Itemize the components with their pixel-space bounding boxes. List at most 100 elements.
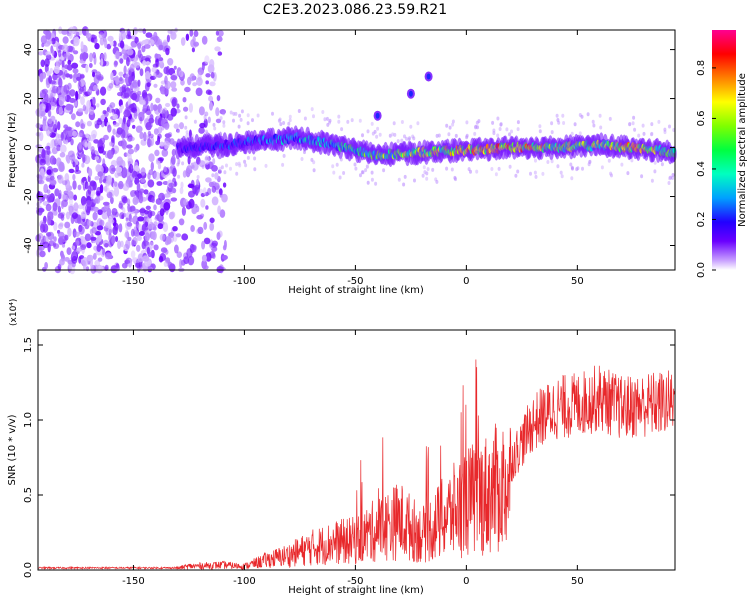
ridge-scatter <box>256 113 260 118</box>
ridge-scatter <box>211 173 215 178</box>
noise-speckle <box>167 29 173 34</box>
noise-speckle <box>73 202 79 212</box>
ridge-scatter <box>220 165 224 170</box>
noise-speckle <box>150 210 156 217</box>
noise-speckle <box>46 232 52 237</box>
noise-speckle <box>71 62 79 69</box>
noise-speckle <box>94 176 100 181</box>
noise-speckle <box>217 205 222 215</box>
noise-speckle <box>93 55 97 65</box>
noise-speckle <box>68 168 75 174</box>
noise-speckle <box>138 111 145 122</box>
noise-speckle <box>141 89 148 99</box>
ridge-scatter <box>555 113 559 118</box>
noise-speckle <box>146 246 151 255</box>
noise-speckle <box>133 61 141 69</box>
noise-speckle <box>126 56 130 67</box>
ridge-scatter <box>538 129 542 134</box>
noise-speckle <box>198 106 205 116</box>
noise-speckle <box>69 206 73 216</box>
noise-speckle <box>182 97 187 103</box>
noise-speckle <box>128 75 133 85</box>
noise-speckle <box>49 155 56 165</box>
noise-speckle <box>120 30 127 40</box>
ridge-scatter <box>402 182 406 187</box>
y-tick-label: 40 <box>23 43 34 56</box>
noise-speckle <box>62 44 69 52</box>
noise-speckle <box>126 119 131 128</box>
ridge-scatter <box>364 168 368 173</box>
ridge-scatter <box>370 177 374 182</box>
harmonic-point-core <box>426 73 431 80</box>
noise-speckle <box>146 82 151 88</box>
ridge-scatter <box>562 121 566 125</box>
noise-speckle <box>200 198 206 208</box>
ridge-scatter <box>337 119 341 124</box>
ridge-scatter <box>469 169 472 174</box>
noise-speckle <box>155 58 160 68</box>
noise-speckle <box>100 53 105 59</box>
ridge-scatter <box>668 176 672 181</box>
noise-speckle <box>172 167 177 177</box>
noise-speckle <box>211 165 218 172</box>
ridge-scatter <box>229 110 233 115</box>
noise-speckle <box>216 36 223 42</box>
noise-speckle <box>144 232 150 242</box>
ridge-scatter <box>184 125 188 130</box>
noise-speckle <box>38 51 44 56</box>
noise-speckle <box>61 200 64 209</box>
noise-speckle <box>168 263 176 273</box>
noise-speckle <box>199 122 206 129</box>
noise-speckle <box>187 183 195 188</box>
ridge-scatter <box>281 162 285 167</box>
noise-speckle <box>100 57 104 67</box>
noise-speckle <box>92 206 99 213</box>
noise-speckle <box>204 55 210 65</box>
noise-speckle <box>120 104 124 110</box>
noise-speckle <box>107 218 115 224</box>
noise-speckle <box>211 196 219 206</box>
noise-speckle <box>181 206 186 216</box>
noise-speckle <box>180 79 185 86</box>
noise-speckle <box>155 97 161 104</box>
noise-speckle <box>200 213 205 218</box>
noise-speckle <box>217 51 223 56</box>
spectrogram-y-ticks: -40 -20 0 20 40 <box>23 43 675 254</box>
noise-speckle <box>210 71 215 79</box>
ridge-scatter <box>451 122 455 127</box>
ridge-scatter <box>465 120 469 125</box>
noise-speckle <box>122 196 128 204</box>
noise-speckle <box>145 122 152 131</box>
ridge-scatter <box>354 166 358 171</box>
noise-speckle <box>205 73 211 78</box>
ridge-scatter <box>238 163 242 168</box>
ridge-scatter <box>491 120 495 125</box>
noise-speckle <box>143 189 149 195</box>
ridge-scatter <box>409 124 413 129</box>
noise-speckle <box>203 237 211 245</box>
snr-x-ticks: -150 -100 -50 0 50 <box>122 330 584 587</box>
noise-speckle <box>145 32 153 38</box>
ridge-scatter <box>403 174 407 179</box>
noise-speckle <box>117 240 122 250</box>
noise-speckle <box>90 146 95 153</box>
noise-speckle <box>143 183 148 188</box>
noise-speckle <box>63 124 69 129</box>
noise-speckle <box>171 87 178 92</box>
noise-speckle <box>120 129 126 139</box>
noise-speckle <box>132 57 138 62</box>
noise-speckle <box>163 193 171 198</box>
ridge-scatter <box>358 118 362 123</box>
noise-speckle <box>221 255 228 260</box>
noise-speckle <box>153 204 157 211</box>
snr-y-multiplier: (x10⁴) <box>9 299 19 326</box>
noise-speckle <box>183 198 189 206</box>
noise-speckle <box>209 222 215 231</box>
noise-speckle <box>159 233 166 241</box>
colorbar-tick-label: 0.6 <box>696 110 707 126</box>
noise-speckle <box>203 221 208 230</box>
noise-speckle <box>121 84 127 94</box>
ridge-scatter <box>475 120 479 125</box>
noise-speckle <box>127 152 132 162</box>
ridge-scatter <box>321 110 325 114</box>
